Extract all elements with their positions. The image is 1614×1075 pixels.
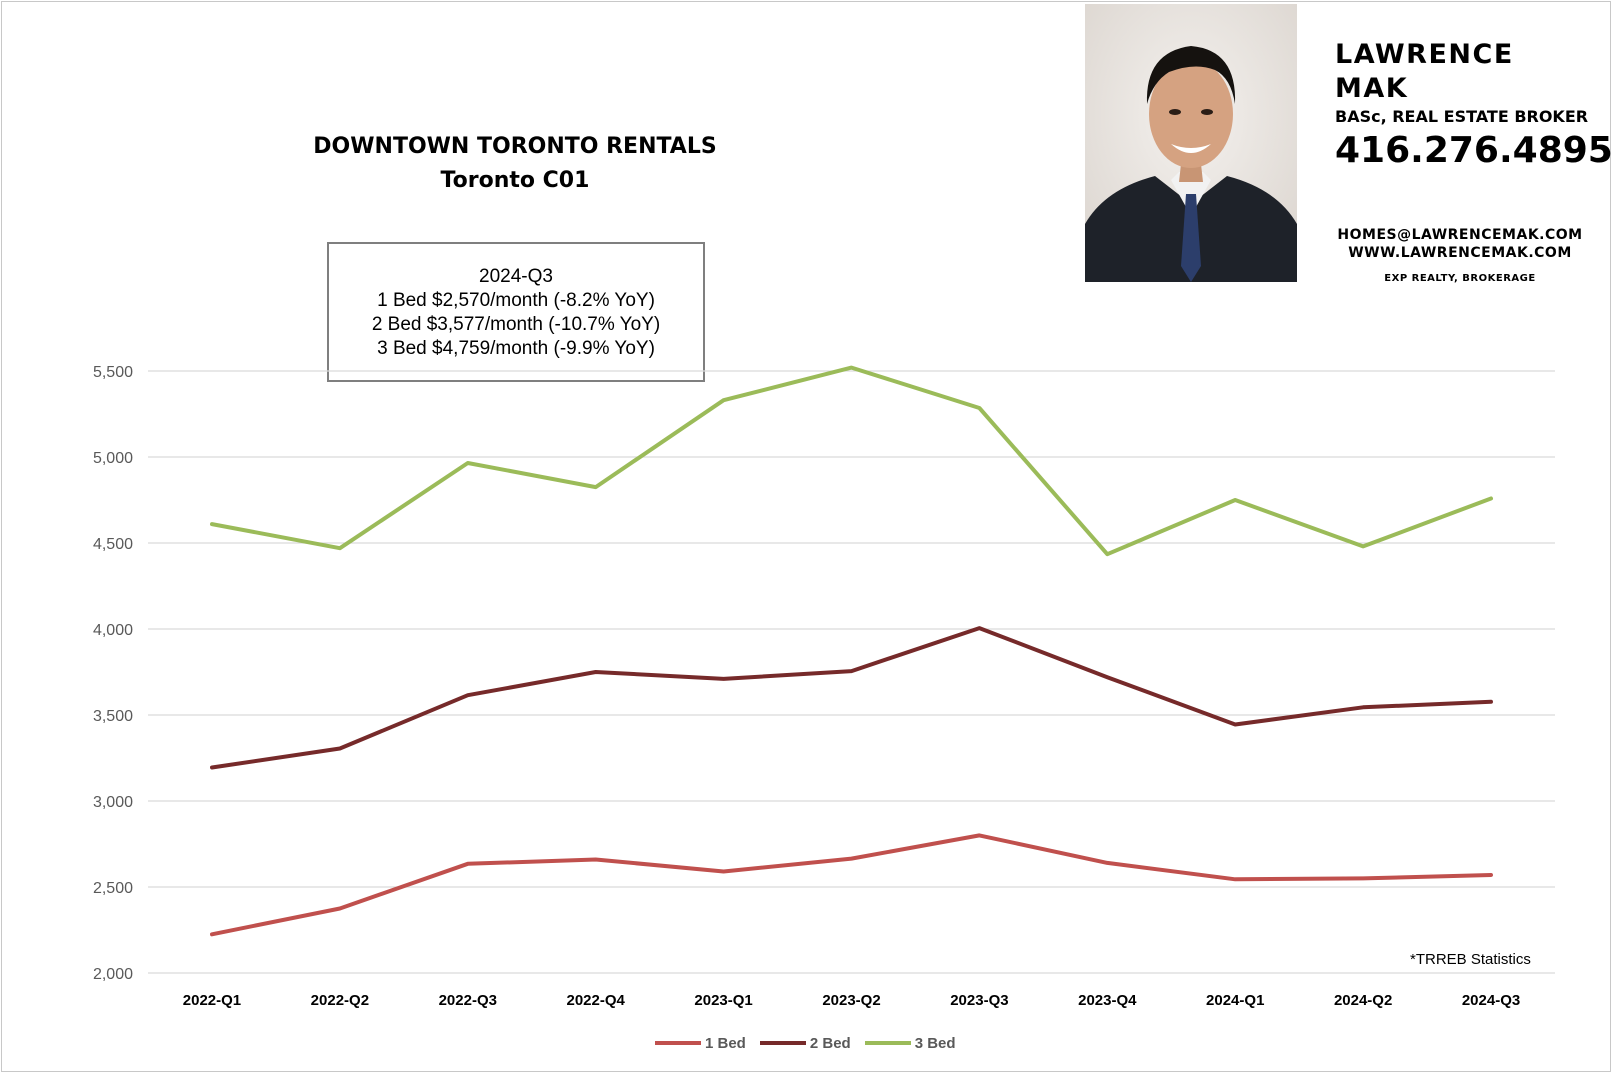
legend-label: 1 Bed — [705, 1034, 746, 1052]
series-line-2-bed — [210, 626, 1493, 770]
legend-item: 2 Bed — [759, 1034, 851, 1052]
y-tick-label: 5,500 — [93, 364, 133, 381]
agent-credentials: BASc, REAL ESTATE BROKER — [1335, 107, 1589, 126]
annotation-1bed: 1 Bed $2,570/month (-8.2% YoY) — [377, 290, 655, 311]
x-tick-label: 2024-Q1 — [1206, 992, 1264, 1009]
agent-phone[interactable]: 416.276.4895 — [1335, 130, 1613, 171]
y-tick-label: 2,000 — [93, 966, 133, 983]
legend-swatch — [759, 1041, 806, 1045]
agent-website[interactable]: WWW.LAWRENCEMAK.COM — [1348, 245, 1572, 261]
agent-name: LAWRENCE MAK — [1335, 39, 1514, 104]
legend-item: 1 Bed — [655, 1035, 746, 1052]
y-tick-label: 3,500 — [93, 708, 133, 725]
legend-label: 3 Bed — [914, 1034, 956, 1052]
y-tick-label: 4,500 — [93, 536, 133, 553]
x-tick-label: 2022-Q1 — [183, 992, 241, 1009]
legend-swatch — [864, 1041, 911, 1045]
x-tick-label: 2024-Q2 — [1334, 992, 1392, 1009]
x-tick-label: 2024-Q3 — [1462, 992, 1520, 1009]
x-tick-label: 2023-Q3 — [950, 992, 1008, 1009]
annotation-2bed: 2 Bed $3,577/month (-10.7% YoY) — [371, 314, 661, 335]
x-tick-label: 2023-Q2 — [822, 992, 880, 1009]
agent-brokerage: EXP REALTY, BROKERAGE — [1384, 273, 1536, 284]
annotation-box: 2024-Q3 1 Bed $2,570/month (-8.2% YoY) 2… — [327, 242, 705, 382]
y-tick-label: 5,000 — [93, 450, 133, 467]
legend-swatch — [655, 1041, 701, 1045]
agent-photo — [1085, 4, 1297, 282]
x-tick-label: 2022-Q4 — [566, 992, 625, 1009]
agent-email[interactable]: HOMES@LAWRENCEMAK.COM — [1337, 227, 1583, 243]
y-tick-label: 2,500 — [93, 880, 133, 897]
y-tick-label: 4,000 — [93, 622, 133, 639]
source-note: *TRREB Statistics — [1410, 951, 1531, 968]
annotation-period: 2024-Q3 — [479, 266, 553, 287]
chart-title: DOWNTOWN TORONTO RENTALS — [313, 134, 717, 159]
legend-item: 3 Bed — [864, 1034, 956, 1052]
chart-title-block: DOWNTOWN TORONTO RENTALS Toronto C01 — [280, 130, 750, 198]
x-tick-label: 2023-Q1 — [694, 992, 752, 1009]
chart-subtitle: Toronto C01 — [440, 168, 590, 193]
chart-legend: 1 Bed 2 Bed 3 Bed — [655, 1032, 970, 1054]
agent-info: LAWRENCE MAK BASc, REAL ESTATE BROKER 41… — [1325, 38, 1613, 286]
x-tick-label: 2023-Q4 — [1078, 992, 1137, 1009]
legend-label: 2 Bed — [809, 1034, 851, 1052]
y-tick-label: 3,000 — [93, 794, 133, 811]
x-tick-label: 2022-Q2 — [311, 992, 369, 1009]
x-tick-label: 2022-Q3 — [439, 992, 497, 1009]
series-line-3-bed — [210, 365, 1493, 557]
annotation-3bed: 3 Bed $4,759/month (-9.9% YoY) — [377, 338, 655, 359]
series-line-1-bed — [210, 833, 1493, 937]
